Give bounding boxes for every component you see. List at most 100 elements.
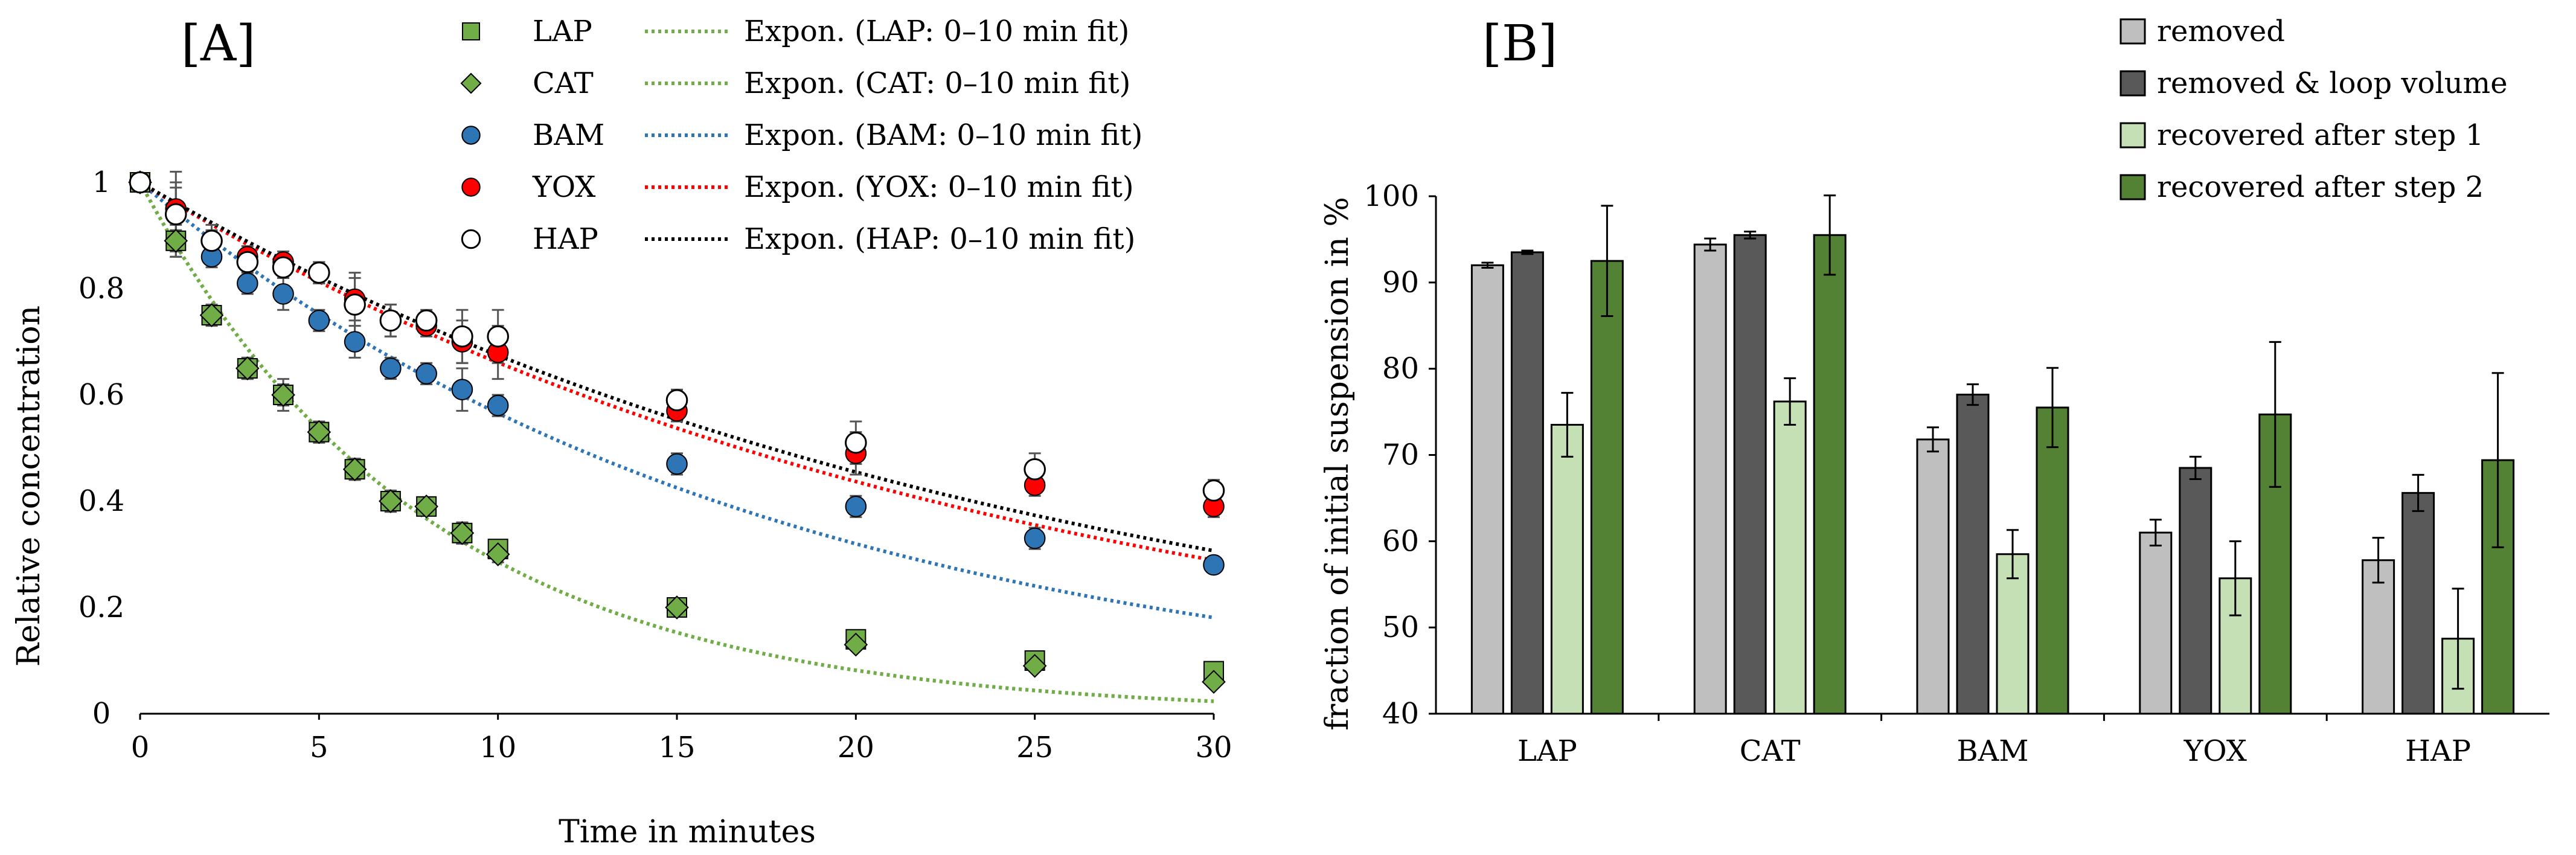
bar-error-hap: [2491, 372, 2504, 548]
point-hap: [272, 256, 295, 279]
point-bam: [272, 283, 294, 305]
bar-bam: [1996, 553, 2030, 715]
bar-lap: [1470, 264, 1504, 715]
bar-cat: [1733, 234, 1767, 715]
legend-swatch: [2119, 70, 2146, 97]
fit-curve-hap: [139, 181, 1214, 553]
panel-b-y-tick-label: 90: [1382, 266, 1419, 299]
panel-b-legend: removed removed & loop volume recovered af…: [2119, 14, 2508, 204]
panel-b-category-label: BAM: [1956, 734, 2028, 768]
legend-label-fit: Expon. (YOX: 0–10 min fit): [744, 170, 1134, 204]
bar-hap: [2362, 559, 2395, 715]
bar-bam: [1916, 438, 1950, 715]
legend-label: removed & loop volume: [2157, 66, 2508, 100]
point-cat: [164, 228, 188, 253]
point-bam: [308, 310, 330, 331]
point-hap: [665, 389, 688, 412]
point-hap: [845, 431, 867, 454]
bar-error-hap: [2412, 473, 2424, 512]
point-hap: [164, 203, 187, 226]
panel-a-x-tick-label: 10: [479, 731, 516, 764]
bar-error-yox: [2269, 341, 2281, 488]
panel-b-y-tick-label: 40: [1382, 697, 1419, 731]
panel-b-y-tick-label: 80: [1382, 352, 1419, 386]
point-bam: [845, 496, 867, 517]
panel-a-x-tick-label: 20: [838, 731, 874, 764]
point-bam: [666, 453, 688, 475]
bar-error-cat: [1744, 231, 1757, 240]
panel-a-label: [A]: [181, 15, 255, 72]
point-bam: [1203, 554, 1225, 576]
point-hap: [308, 261, 330, 284]
bar-error-bam: [1927, 426, 1939, 453]
point-hap: [451, 325, 473, 348]
legend-label-fit: Expon. (HAP: 0–10 min fit): [744, 222, 1135, 256]
legend-swatch: [2119, 174, 2146, 200]
bar-lap: [1590, 260, 1624, 715]
legend-label: BAM: [533, 118, 604, 152]
legend-swatch: [2119, 18, 2146, 45]
point-bam: [237, 272, 258, 295]
bar-hap: [2401, 492, 2435, 715]
panel-b-y-tick-label: 100: [1363, 179, 1419, 213]
point-bam: [380, 357, 402, 379]
point-cat: [307, 420, 332, 444]
legend-label: HAP: [533, 222, 598, 256]
panel-b-y-axis-label: fraction of initial suspension in %: [1319, 197, 1356, 731]
legend-label: CAT: [533, 66, 594, 100]
fit-curve-lap: [138, 181, 1214, 703]
bar-error-lap: [1481, 261, 1494, 269]
point-bam: [415, 363, 437, 385]
point-hap: [487, 325, 509, 348]
bar-lap: [1550, 424, 1584, 715]
panel-b-category-label: YOX: [2184, 734, 2247, 768]
panel-a-y-tick-label: 0.8: [78, 272, 124, 306]
panel-b-axes: 40 50 60 70 80 90 100 LAP CAT BAM YOX HAP: [1363, 179, 2549, 768]
point-hap: [1202, 479, 1225, 502]
panel-a-fit-curves: [138, 181, 1214, 703]
bar-error-bam: [2046, 367, 2059, 449]
panel-b-category-label: LAP: [1517, 734, 1577, 768]
point-cat: [485, 542, 510, 566]
panel-b-y-tick-label: 50: [1382, 610, 1419, 644]
bar-bam: [1956, 394, 1990, 715]
bar-bam: [2036, 406, 2069, 715]
panel-a-y-tick-label: 0.2: [78, 591, 124, 624]
bar-yox: [2179, 467, 2212, 715]
bar-error-bam: [2007, 529, 2019, 580]
point-bam: [487, 394, 509, 417]
bar-error-lap: [1601, 205, 1613, 318]
legend-label: recovered after step 1: [2157, 118, 2484, 152]
bar-cat: [1773, 400, 1807, 715]
bar-error-bam: [1967, 383, 1979, 406]
bar-lap: [1510, 251, 1544, 715]
legend-label: YOX: [532, 170, 595, 204]
point-cat: [1022, 653, 1047, 678]
legend-label: recovered after step 2: [2157, 170, 2484, 204]
bar-error-lap: [1561, 392, 1574, 458]
bar-error-hap: [2372, 537, 2385, 584]
point-hap: [200, 229, 223, 252]
bar-error-cat: [1824, 194, 1836, 276]
panel-b-category-label: HAP: [2405, 734, 2471, 768]
point-cat: [450, 520, 475, 545]
bar-yox: [2139, 531, 2173, 715]
bar-error-cat: [1704, 237, 1717, 252]
legend-marker-cat: [460, 72, 482, 94]
point-hap: [415, 309, 438, 332]
point-cat: [379, 489, 403, 513]
panel-a-x-tick-label: 15: [658, 731, 695, 764]
point-bam: [1024, 527, 1046, 549]
panel-a-axes: 0 5 10 15 20 25 30 0 0.2 0.4 0.6 0.8 1: [78, 165, 1232, 764]
legend-marker-yox: [461, 178, 481, 197]
panel-a-y-tick-label: 0.6: [78, 378, 124, 412]
legend-swatch: [2119, 122, 2146, 149]
panel-a-y-tick-label: 0.4: [78, 484, 124, 518]
panel-b-label: [B]: [1482, 15, 1557, 72]
fit-curve-cat: [138, 181, 1214, 703]
point-hap: [236, 251, 259, 274]
bar-error-lap: [1521, 249, 1534, 255]
bar-error-cat: [1784, 377, 1796, 426]
point-bam: [344, 331, 366, 353]
point-hap: [129, 171, 152, 194]
